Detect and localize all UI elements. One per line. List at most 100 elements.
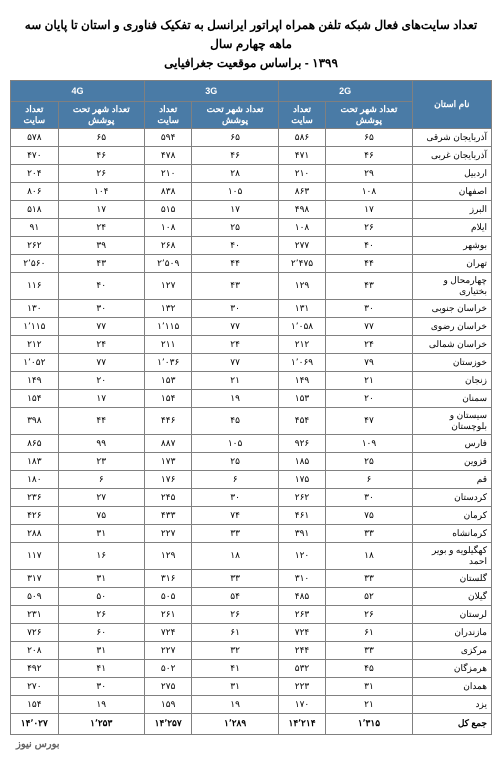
cell-value: ۲۱۲ <box>278 335 326 353</box>
cell-province: لرستان <box>412 605 491 623</box>
cell-value: ۶۱ <box>192 623 278 641</box>
cell-value: ۲۶ <box>58 164 144 182</box>
cell-value: ۲۶۲ <box>11 236 59 254</box>
title-line-1: تعداد سایت‌های فعال شبکه تلفن همراه اپرا… <box>25 18 477 51</box>
cell-value: ۳۱۶ <box>144 569 192 587</box>
cell-value: ۳۱ <box>58 641 144 659</box>
table-row: خراسان جنوبی۳۰۱۳۱۳۰۱۳۲۳۰۱۳۰ <box>11 299 492 317</box>
cell-value: ۱۷ <box>58 200 144 218</box>
cell-value: ۱۷۰ <box>278 695 326 713</box>
cell-value: ۵۸۶ <box>278 128 326 146</box>
table-row: آذربایجان شرقی۶۵۵۸۶۶۵۵۹۴۶۵۵۷۸ <box>11 128 492 146</box>
cell-value: ۱۰۸ <box>278 218 326 236</box>
cell-value: ۱۳۱ <box>278 299 326 317</box>
cell-value: ۵۰۵ <box>144 587 192 605</box>
col-province: نام استان <box>412 80 491 128</box>
cell-value: ۲۱ <box>326 371 412 389</box>
cell-value: ۴۰ <box>326 236 412 254</box>
cell-value: ۲۶ <box>58 605 144 623</box>
cell-value: ۵۳۲ <box>278 659 326 677</box>
cell-province: زنجان <box>412 371 491 389</box>
cell-value: ۳۹۸ <box>11 407 59 434</box>
cell-value: ۵۰۲ <box>144 659 192 677</box>
cell-value: ۱۳۲ <box>144 299 192 317</box>
col-2g-cities: تعداد شهر تحت پوشش <box>326 101 412 128</box>
col-2g-sites: تعداد سایت <box>278 101 326 128</box>
cell-value: ۹۲۶ <box>278 434 326 452</box>
cell-value: ۱۴۹ <box>11 371 59 389</box>
cell-value: ۴۹۲ <box>11 659 59 677</box>
cell-value: ۴۵ <box>192 407 278 434</box>
cell-value: ۲۱ <box>192 371 278 389</box>
cell-value: ۴۷۰ <box>11 146 59 164</box>
cell-value: ۲۲۳ <box>278 677 326 695</box>
cell-value: ۳۱۷ <box>11 569 59 587</box>
cell-value: ۲۶ <box>326 218 412 236</box>
cell-value: ۲۱۱ <box>144 335 192 353</box>
cell-value: ۲۸۸ <box>11 524 59 542</box>
cell-province: خوزستان <box>412 353 491 371</box>
total-4g-sites: ۱۴٬۰۲۷ <box>11 713 59 734</box>
cell-value: ۳۳ <box>326 569 412 587</box>
cell-value: ۲۱۲ <box>11 335 59 353</box>
cell-value: ۷۲۶ <box>11 623 59 641</box>
cell-province: اصفهان <box>412 182 491 200</box>
col-4g-cities: تعداد شهر تحت پوشش <box>58 101 144 128</box>
cell-value: ۷۴ <box>192 506 278 524</box>
cell-value: ۴۳ <box>192 272 278 299</box>
cell-value: ۳۰ <box>58 677 144 695</box>
cell-value: ۴۵۴ <box>278 407 326 434</box>
cell-value: ۷۷ <box>326 317 412 335</box>
cell-province: همدان <box>412 677 491 695</box>
cell-value: ۲۳ <box>58 452 144 470</box>
table-row: کرمانشاه۳۳۳۹۱۳۳۲۲۷۳۱۲۸۸ <box>11 524 492 542</box>
cell-value: ۲۵ <box>326 452 412 470</box>
cell-value: ۲۴۴ <box>278 641 326 659</box>
table-row: گلستان۳۳۳۱۰۳۳۳۱۶۳۱۳۱۷ <box>11 569 492 587</box>
cell-value: ۲۴ <box>58 335 144 353</box>
table-row: اصفهان۱۰۸۸۶۳۱۰۵۸۳۸۱۰۴۸۰۶ <box>11 182 492 200</box>
cell-value: ۱۶ <box>58 542 144 569</box>
cell-value: ۱۵۴ <box>11 389 59 407</box>
cell-value: ۸۸۷ <box>144 434 192 452</box>
cell-value: ۶۵ <box>58 128 144 146</box>
cell-value: ۲۳۶ <box>11 488 59 506</box>
cell-province: ایلام <box>412 218 491 236</box>
cell-value: ۲۲۷ <box>144 641 192 659</box>
cell-value: ۱۷ <box>58 389 144 407</box>
cell-value: ۲۶ <box>326 605 412 623</box>
cell-value: ۲۶۸ <box>144 236 192 254</box>
cell-value: ۳۲ <box>192 641 278 659</box>
cell-value: ۷۵ <box>58 506 144 524</box>
cell-province: کرمان <box>412 506 491 524</box>
table-row: کرمان۷۵۴۶۱۷۴۴۳۳۷۵۴۲۶ <box>11 506 492 524</box>
cell-value: ۳۱ <box>192 677 278 695</box>
cell-value: ۱۴۹ <box>278 371 326 389</box>
cell-value: ۴۶ <box>326 146 412 164</box>
table-row: هرمزگان۴۵۵۳۲۴۱۵۰۲۴۱۴۹۲ <box>11 659 492 677</box>
table-row: ایلام۲۶۱۰۸۲۵۱۰۸۲۴۹۱ <box>11 218 492 236</box>
cell-value: ۷۷ <box>58 353 144 371</box>
cell-value: ۷۲۴ <box>278 623 326 641</box>
cell-value: ۴۶ <box>192 146 278 164</box>
cell-value: ۴۴ <box>192 254 278 272</box>
cell-value: ۳۳ <box>192 524 278 542</box>
table-row: همدان۳۱۲۲۳۳۱۲۷۵۳۰۲۷۰ <box>11 677 492 695</box>
cell-province: آذربایجان غربی <box>412 146 491 164</box>
cell-value: ۲۷۵ <box>144 677 192 695</box>
total-2g-cities: ۱٬۳۱۵ <box>326 713 412 734</box>
cell-value: ۱۰۵ <box>192 182 278 200</box>
cell-value: ۴۸۵ <box>278 587 326 605</box>
cell-value: ۱٬۱۱۵ <box>11 317 59 335</box>
cell-value: ۵۴ <box>192 587 278 605</box>
cell-province: کرمانشاه <box>412 524 491 542</box>
group-4g: 4G <box>11 80 145 101</box>
cell-value: ۲۶۲ <box>278 488 326 506</box>
cell-value: ۵۱۵ <box>144 200 192 218</box>
cell-value: ۲۹ <box>326 164 412 182</box>
table-row: لرستان۲۶۲۶۳۲۶۲۶۱۲۶۲۳۱ <box>11 605 492 623</box>
cell-value: ۴۰ <box>58 272 144 299</box>
cell-value: ۲۵ <box>192 452 278 470</box>
cell-value: ۵۷۸ <box>11 128 59 146</box>
cell-value: ۴۰ <box>192 236 278 254</box>
